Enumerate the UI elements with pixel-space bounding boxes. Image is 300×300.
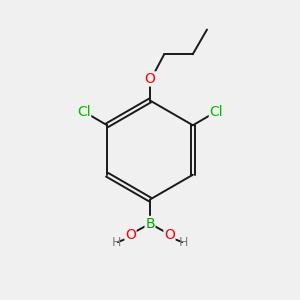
- Text: B: B: [145, 217, 155, 230]
- Text: H: H: [112, 236, 121, 250]
- Text: H: H: [179, 236, 188, 250]
- Text: Cl: Cl: [209, 105, 223, 119]
- Text: O: O: [125, 228, 136, 242]
- Text: O: O: [145, 72, 155, 86]
- Text: Cl: Cl: [77, 105, 91, 119]
- Text: O: O: [164, 228, 175, 242]
